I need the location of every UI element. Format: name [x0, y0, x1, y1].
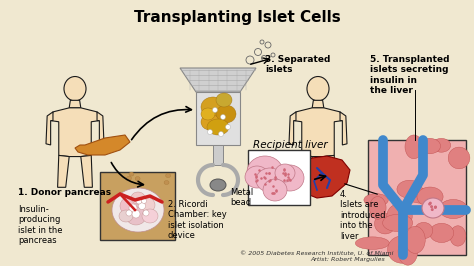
Ellipse shape [120, 197, 140, 215]
Polygon shape [81, 155, 92, 187]
Ellipse shape [356, 237, 389, 250]
Ellipse shape [369, 197, 386, 219]
Ellipse shape [216, 105, 236, 123]
Ellipse shape [434, 206, 437, 209]
Ellipse shape [406, 189, 438, 203]
Ellipse shape [129, 204, 137, 212]
FancyBboxPatch shape [196, 92, 240, 145]
Ellipse shape [212, 107, 218, 113]
Ellipse shape [374, 213, 396, 234]
Ellipse shape [207, 119, 229, 135]
Text: Artist: Robert Margulies: Artist: Robert Margulies [310, 257, 385, 262]
Ellipse shape [417, 187, 443, 206]
Ellipse shape [245, 166, 269, 188]
Polygon shape [340, 112, 347, 145]
FancyBboxPatch shape [248, 150, 310, 205]
Ellipse shape [398, 238, 418, 265]
Polygon shape [293, 108, 342, 157]
Ellipse shape [450, 226, 466, 246]
Ellipse shape [138, 202, 146, 210]
Ellipse shape [434, 206, 437, 209]
Ellipse shape [429, 202, 432, 205]
Polygon shape [180, 68, 256, 92]
Ellipse shape [119, 210, 133, 222]
Polygon shape [51, 108, 100, 157]
Ellipse shape [142, 198, 146, 203]
Polygon shape [97, 112, 104, 145]
Ellipse shape [429, 223, 454, 243]
Ellipse shape [226, 124, 230, 130]
Ellipse shape [247, 156, 283, 188]
Ellipse shape [219, 131, 224, 136]
Ellipse shape [210, 179, 226, 191]
FancyBboxPatch shape [368, 140, 466, 255]
Ellipse shape [276, 165, 304, 191]
Ellipse shape [135, 177, 140, 181]
Text: Insulin-
producing
islet in the
pancreas: Insulin- producing islet in the pancreas [18, 205, 63, 245]
Ellipse shape [387, 204, 412, 229]
Ellipse shape [142, 209, 158, 223]
Ellipse shape [397, 180, 422, 198]
Ellipse shape [112, 188, 164, 232]
Text: 2. Ricordi
Chamber: key
islet isolation
device: 2. Ricordi Chamber: key islet isolation … [168, 200, 227, 240]
Ellipse shape [220, 114, 226, 119]
Text: Recipient liver: Recipient liver [253, 140, 328, 150]
Ellipse shape [126, 207, 146, 225]
Polygon shape [69, 100, 81, 108]
Polygon shape [324, 155, 336, 187]
Polygon shape [75, 135, 130, 155]
Ellipse shape [430, 205, 433, 208]
Polygon shape [312, 100, 324, 108]
Polygon shape [294, 156, 350, 198]
Text: Metal
bead: Metal bead [230, 188, 253, 207]
Text: 3. Separated
islets: 3. Separated islets [265, 55, 330, 74]
Ellipse shape [143, 210, 149, 216]
Ellipse shape [126, 210, 132, 216]
Ellipse shape [216, 93, 232, 107]
Text: 4.
Islets are
introduced
into the
liver: 4. Islets are introduced into the liver [340, 190, 385, 241]
Ellipse shape [127, 176, 132, 180]
Polygon shape [301, 155, 312, 187]
Ellipse shape [137, 197, 155, 213]
Ellipse shape [136, 198, 142, 204]
Ellipse shape [439, 200, 467, 219]
Text: 1. Donor pancreas: 1. Donor pancreas [18, 188, 111, 197]
Ellipse shape [432, 138, 451, 152]
Ellipse shape [208, 130, 212, 135]
Text: 5. Transplanted
islets secreting
insulin in
the liver: 5. Transplanted islets secreting insulin… [370, 55, 449, 95]
FancyBboxPatch shape [213, 145, 223, 165]
Polygon shape [289, 112, 296, 145]
Ellipse shape [431, 208, 434, 211]
Ellipse shape [428, 203, 431, 206]
Ellipse shape [388, 236, 416, 263]
Ellipse shape [419, 138, 440, 154]
Ellipse shape [201, 97, 225, 117]
Polygon shape [58, 155, 69, 187]
Ellipse shape [129, 172, 134, 176]
Ellipse shape [132, 210, 140, 218]
Ellipse shape [263, 179, 287, 201]
FancyBboxPatch shape [100, 172, 175, 240]
Text: © 2005 Diabetes Research Institute, U. of Miami: © 2005 Diabetes Research Institute, U. o… [240, 250, 393, 256]
Ellipse shape [405, 135, 423, 159]
Ellipse shape [131, 192, 145, 204]
Ellipse shape [256, 168, 284, 192]
Ellipse shape [165, 174, 171, 178]
Ellipse shape [64, 77, 86, 101]
Ellipse shape [415, 222, 433, 239]
Ellipse shape [383, 214, 413, 231]
Ellipse shape [448, 147, 470, 169]
Ellipse shape [364, 194, 388, 206]
Ellipse shape [422, 198, 444, 218]
Text: Transplanting Islet Cells: Transplanting Islet Cells [134, 10, 340, 25]
Ellipse shape [164, 181, 169, 185]
Ellipse shape [307, 77, 329, 101]
Ellipse shape [405, 226, 425, 253]
Polygon shape [46, 112, 53, 145]
Ellipse shape [275, 164, 295, 182]
Ellipse shape [201, 114, 219, 130]
Ellipse shape [201, 108, 215, 120]
